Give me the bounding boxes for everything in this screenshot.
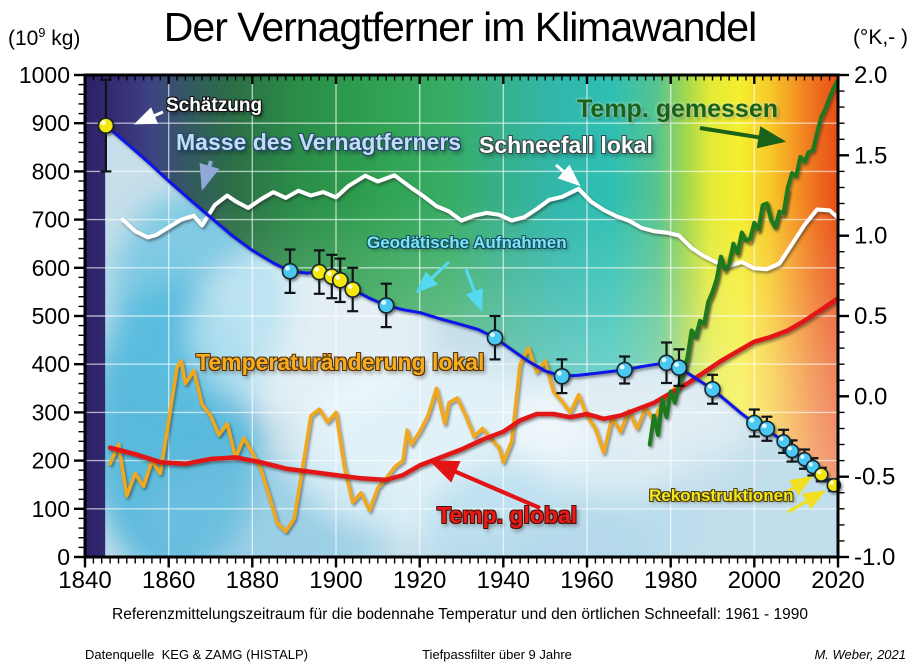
svg-text:100: 100 [32,496,70,522]
svg-text:800: 800 [32,158,70,184]
svg-text:1.0: 1.0 [854,223,887,250]
geodetic-points-label: Geodätische Aufnahmen [367,233,567,252]
estimate-label: Schätzung [166,95,263,116]
svg-text:500: 500 [32,303,70,329]
svg-text:2000: 2000 [728,567,781,594]
svg-text:1900: 1900 [309,567,362,594]
left-axis-unit: (109 kg) [8,26,81,50]
axis-ticks [74,73,849,568]
local-temp-label: Temperaturänderung lokal [196,349,485,375]
svg-text:1880: 1880 [226,567,279,594]
svg-text:0.0: 0.0 [854,383,887,410]
mass-series-label: Masse des Vernagtferners [176,129,462,155]
measured-temp-label: Temp. gemessen [577,95,779,123]
data-points [97,117,842,493]
svg-text:0: 0 [57,544,70,570]
filter-note: Tiefpassfilter über 9 Jahre [422,647,572,662]
svg-text:0.5: 0.5 [854,303,887,330]
svg-text:1940: 1940 [477,567,530,594]
reconstruction-points-label: Rekonstruktionen [649,486,794,505]
svg-text:1960: 1960 [560,567,613,594]
global-temp-label: Temp. global [437,502,578,528]
svg-text:1000: 1000 [19,62,70,88]
reference-period-caption: Referenzmittelungszeitraum für die boden… [112,606,808,623]
svg-text:-0.5: -0.5 [854,464,895,491]
snowfall-series-label: Schneefall lokal [479,132,653,158]
svg-text:1920: 1920 [393,567,446,594]
svg-text:-1.0: -1.0 [854,544,895,571]
svg-text:700: 700 [32,207,70,233]
svg-text:200: 200 [32,448,70,474]
svg-text:2.0: 2.0 [854,62,887,89]
svg-text:300: 300 [32,399,70,425]
svg-text:900: 900 [32,110,70,136]
temp_measured-line [647,77,838,447]
svg-text:1860: 1860 [142,567,195,594]
page-title: Der Vernagtferner im Klimawandel [163,4,757,50]
axis-tick-labels: 1840 1860 1880 1900 1920 1940 1960 1980 2000 2020… [19,62,896,594]
svg-text:600: 600 [32,255,70,281]
svg-text:1.5: 1.5 [854,142,887,169]
author-credit: M. Weber, 2021 [814,647,906,662]
temp_global-line [107,296,838,483]
right-axis-unit: (°K,- ) [852,26,908,49]
plot-frame [83,73,840,559]
svg-text:400: 400 [32,351,70,377]
svg-text:2020: 2020 [811,567,864,594]
svg-text:1980: 1980 [644,567,697,594]
data-source-note: Datenquelle KEG & ZAMG (HISTALP) [85,647,308,662]
svg-text:1840: 1840 [58,567,111,594]
